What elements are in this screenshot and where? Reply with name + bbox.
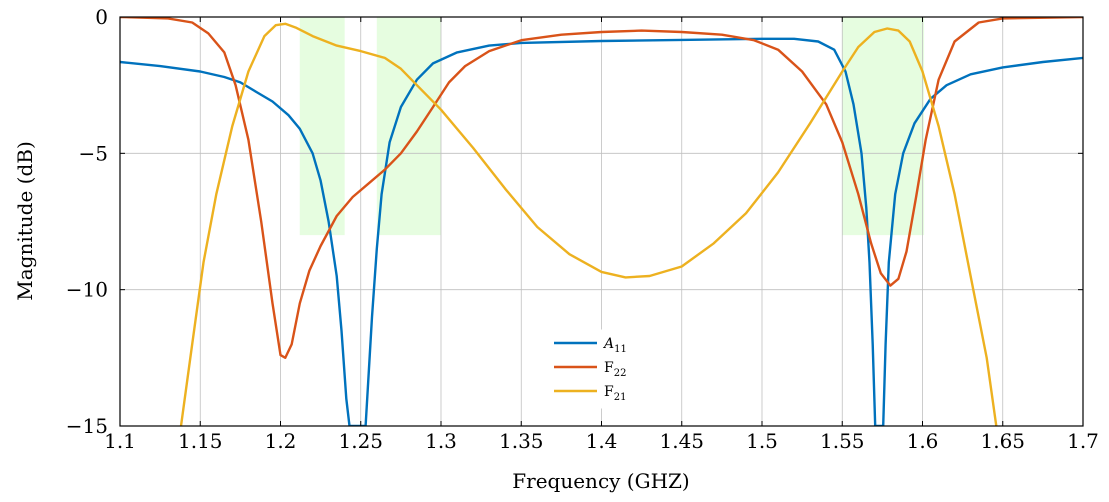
x-tick-label: 1.15 xyxy=(178,429,223,453)
y-tick-label: −10 xyxy=(66,278,108,302)
x-tick-label: 1.5 xyxy=(746,429,778,453)
y-tick-label: −5 xyxy=(79,141,108,165)
x-tick-label: 1.25 xyxy=(338,429,383,453)
x-axis-label: Frequency (GHZ) xyxy=(512,469,689,493)
x-tick-label: 1.3 xyxy=(425,429,457,453)
x-tick-label: 1.2 xyxy=(265,429,297,453)
x-tick-label: 1.55 xyxy=(820,429,865,453)
y-axis-label: Magnitude (dB) xyxy=(13,141,37,301)
shaded-region-2 xyxy=(377,17,441,235)
y-tick-label: −15 xyxy=(66,414,108,438)
x-tick-label: 1.35 xyxy=(499,429,544,453)
x-tick-label: 1.45 xyxy=(659,429,704,453)
x-tick-label: 1.65 xyxy=(980,429,1025,453)
x-tick-label: 1.7 xyxy=(1067,429,1099,453)
shaded-region-3 xyxy=(842,17,924,235)
y-tick-label: 0 xyxy=(95,5,108,29)
x-tick-label: 1.4 xyxy=(586,429,618,453)
shaded-region-1 xyxy=(300,17,345,235)
x-tick-label: 1.6 xyxy=(907,429,939,453)
x-tick-label: 1.1 xyxy=(104,429,136,453)
legend-box xyxy=(547,330,643,408)
shaded-regions xyxy=(300,17,924,235)
